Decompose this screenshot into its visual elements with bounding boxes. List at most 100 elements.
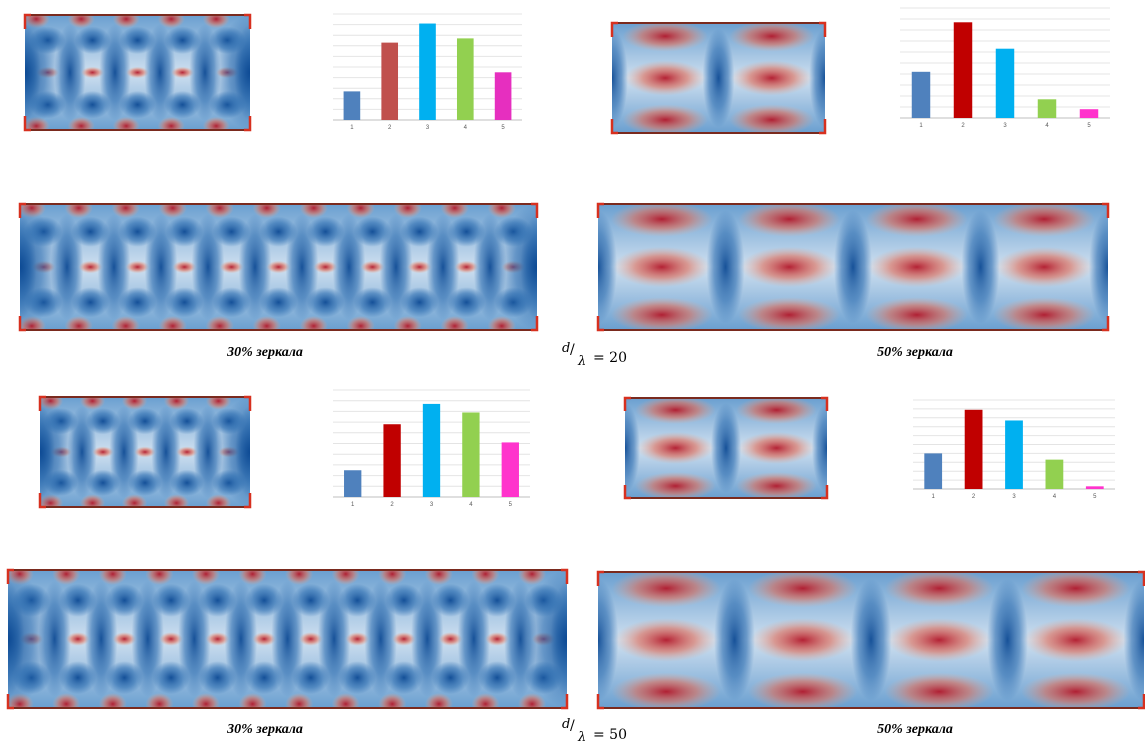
focus-blue — [7, 397, 73, 507]
wave-red — [535, 316, 563, 336]
wave-red — [347, 316, 375, 336]
x-tick-label: 3 — [426, 125, 430, 131]
node-blue — [711, 403, 741, 493]
ratio-slash: / — [570, 342, 575, 358]
x-tick-label: 1 — [932, 494, 936, 500]
wave-red — [99, 693, 127, 715]
bar — [1038, 99, 1056, 118]
wave-red — [239, 563, 267, 585]
x-tick-label: 4 — [1045, 123, 1049, 129]
wave-blue — [542, 287, 580, 317]
wave-red — [285, 563, 313, 585]
lobe-red — [887, 618, 991, 662]
wave-red — [65, 316, 93, 336]
ratio-value: = 20 — [593, 350, 627, 366]
wave-blue — [254, 408, 288, 434]
ratio-denominator: λ — [577, 730, 586, 744]
wave-red — [112, 316, 140, 336]
heatmap — [7, 392, 288, 512]
lobe-red — [738, 432, 815, 464]
wave-red — [565, 693, 593, 715]
lobe-red — [748, 673, 857, 711]
wave-red — [394, 198, 422, 218]
wave-red — [332, 563, 360, 585]
wave-red — [159, 198, 187, 218]
wave-red — [206, 392, 231, 410]
bar — [1080, 109, 1098, 118]
lobe-red — [741, 247, 838, 287]
wave-red — [206, 494, 231, 512]
wave-red — [112, 198, 140, 218]
bar — [381, 43, 398, 120]
wave-blue — [254, 470, 288, 496]
x-tick-label: 4 — [464, 125, 468, 131]
wave-red — [164, 494, 189, 512]
wave-red — [347, 198, 375, 218]
wave-red — [425, 693, 453, 715]
node-blue — [596, 29, 628, 128]
node-blue — [961, 210, 999, 323]
bar — [1086, 486, 1104, 489]
lobe-red — [623, 104, 708, 135]
wave-red — [518, 693, 546, 715]
lobe-red — [866, 201, 968, 236]
node-blue — [706, 210, 744, 323]
caption: 50% зеркала — [877, 722, 953, 737]
bar — [344, 470, 361, 497]
node-blue — [578, 579, 619, 701]
lobe-red — [635, 472, 716, 500]
node-blue — [834, 210, 872, 323]
lobe-red — [635, 396, 716, 424]
wave-red — [192, 693, 220, 715]
x-tick-label: 5 — [1087, 123, 1091, 129]
lobe-red — [729, 21, 814, 52]
heatmap — [578, 569, 1145, 710]
wave-red — [285, 693, 313, 715]
wave-red — [68, 117, 95, 135]
bar — [423, 404, 440, 497]
lobe-red — [868, 247, 965, 287]
lobe-red — [637, 432, 714, 464]
lobe-red — [612, 569, 721, 607]
wave-red — [332, 693, 360, 715]
x-tick-label: 1 — [351, 502, 355, 508]
wave-red — [248, 392, 273, 410]
wave-red — [99, 563, 127, 585]
wave-red — [378, 693, 406, 715]
caption: 50% зеркала — [877, 345, 953, 360]
heatmap — [596, 21, 841, 135]
wave-red — [239, 693, 267, 715]
wave-red — [113, 117, 140, 135]
bar — [383, 424, 400, 497]
wave-red — [80, 494, 105, 512]
lobe-red — [993, 297, 1095, 332]
heatmap — [0, 563, 609, 715]
lobe-red — [623, 21, 708, 52]
focus-blue — [216, 15, 285, 130]
wave-red — [261, 67, 284, 79]
x-tick-label: 3 — [430, 502, 434, 508]
wave-red — [300, 198, 328, 218]
wave-red — [248, 494, 273, 512]
node-blue — [714, 579, 755, 701]
wave-red — [253, 198, 281, 218]
wave-red — [122, 494, 147, 512]
ratio-denominator: λ — [577, 354, 586, 369]
wave-blue — [542, 217, 580, 247]
wave-red — [68, 10, 95, 28]
wave-red — [65, 198, 93, 218]
x-tick-label: 2 — [961, 123, 965, 129]
wave-red — [122, 392, 147, 410]
lobe-red — [611, 201, 713, 236]
lobe-red — [612, 673, 721, 711]
lobe-red — [1021, 569, 1130, 607]
wave-red — [203, 10, 230, 28]
x-tick-label: 5 — [501, 125, 505, 131]
lobe-red — [625, 60, 706, 95]
wave-red — [159, 316, 187, 336]
wave-red — [488, 316, 516, 336]
figure: 30% зеркала 50% зеркала 30% зеркала 50% … — [0, 0, 1145, 744]
node-blue — [851, 579, 892, 701]
lobe-red — [729, 104, 814, 135]
wave-red — [145, 563, 173, 585]
